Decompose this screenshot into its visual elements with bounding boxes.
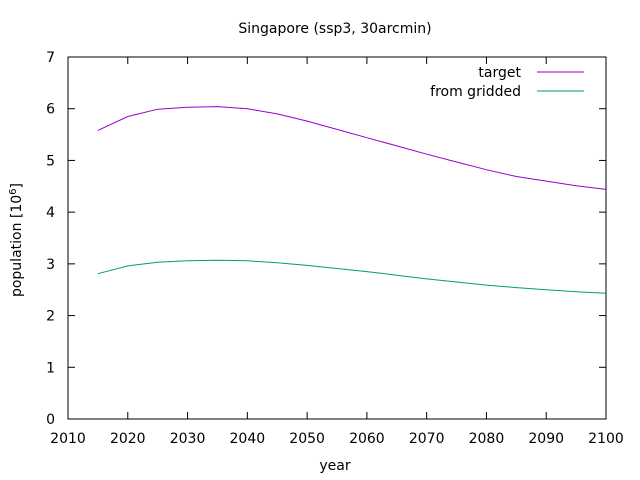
x-tick-label: 2040 bbox=[230, 431, 266, 447]
x-tick-label: 2080 bbox=[469, 431, 505, 447]
plot-area bbox=[67, 56, 607, 420]
y-tick-label: 4 bbox=[46, 205, 55, 221]
x-tick-label: 2020 bbox=[110, 431, 146, 447]
y-axis-label-exponent: 6 bbox=[8, 188, 19, 194]
y-tick-label: 7 bbox=[46, 50, 55, 66]
x-tick-label: 2090 bbox=[528, 431, 564, 447]
x-tick-label: 2050 bbox=[289, 431, 325, 447]
legend: target from gridded bbox=[430, 65, 584, 100]
x-tick-label: 2070 bbox=[409, 431, 445, 447]
from-gridded-series-line bbox=[97, 259, 607, 294]
y-tick-label: 0 bbox=[46, 412, 55, 428]
x-tick-label: 2010 bbox=[50, 431, 86, 447]
y-tick-label: 5 bbox=[46, 153, 55, 169]
target-series-line bbox=[97, 106, 607, 190]
x-tick-label: 2030 bbox=[170, 431, 206, 447]
x-tick-label: 2060 bbox=[349, 431, 385, 447]
y-axis-label-close: ] bbox=[9, 183, 25, 188]
y-tick-label: 6 bbox=[46, 102, 55, 118]
x-axis-label: year bbox=[319, 458, 350, 474]
chart-title: Singapore (ssp3, 30arcmin) bbox=[238, 21, 431, 37]
x-tick-label: 2100 bbox=[588, 431, 624, 447]
y-tick-label: 2 bbox=[46, 309, 55, 325]
x-axis: 2010 2020 2030 2040 2050 2060 2070 2080 2090 2100 bbox=[50, 57, 624, 447]
legend-label: from gridded bbox=[430, 84, 521, 100]
y-tick-label: 1 bbox=[46, 360, 55, 376]
legend-label: target bbox=[478, 65, 521, 81]
y-axis: 0 1 2 3 4 5 6 7 bbox=[46, 50, 606, 428]
series-layer bbox=[97, 106, 607, 294]
y-tick-label: 3 bbox=[46, 257, 55, 273]
y-axis-label: population [106] bbox=[8, 183, 26, 297]
y-axis-label-text: population [10 bbox=[9, 195, 25, 297]
